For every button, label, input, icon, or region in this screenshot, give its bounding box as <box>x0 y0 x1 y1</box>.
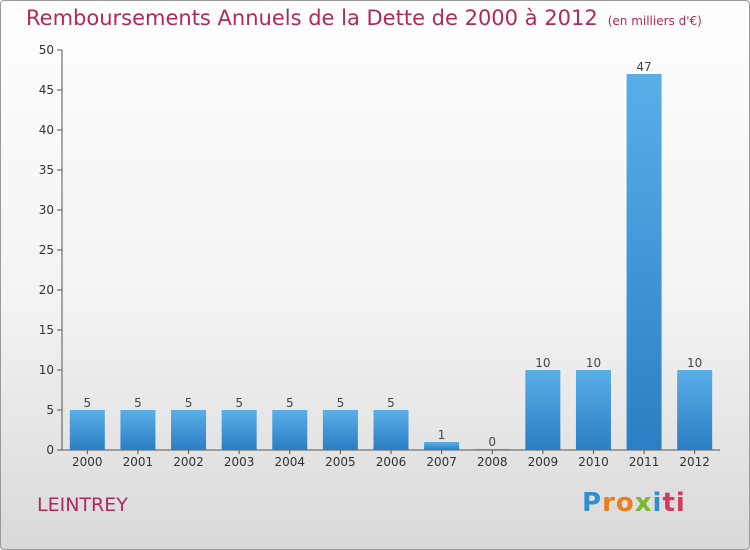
y-tick-label: 35 <box>39 163 54 177</box>
y-tick-label: 45 <box>39 83 54 97</box>
chart-unit: (en milliers d'€) <box>607 14 702 28</box>
x-tick-label-2004: 2004 <box>274 455 305 469</box>
value-label-2006: 5 <box>387 396 395 410</box>
x-tick-label-2009: 2009 <box>528 455 559 469</box>
y-tick-label: 15 <box>39 323 54 337</box>
value-label-2007: 1 <box>438 428 446 442</box>
y-tick-label: 5 <box>46 403 54 417</box>
bar-2005 <box>322 410 358 450</box>
bar-2000 <box>69 410 105 450</box>
x-tick-label-2011: 2011 <box>629 455 660 469</box>
x-tick-label-2002: 2002 <box>173 455 204 469</box>
bar-2008 <box>474 449 510 450</box>
chart-title-text: Remboursements Annuels de la Dette de 20… <box>26 6 598 30</box>
bar-2001 <box>120 410 156 450</box>
commune-name: LEINTREY <box>37 494 128 516</box>
value-label-2008: 0 <box>488 435 496 449</box>
x-tick-label-2005: 2005 <box>325 455 356 469</box>
bar-2010 <box>575 370 611 450</box>
value-label-2001: 5 <box>134 396 142 410</box>
y-tick-label: 0 <box>46 443 54 457</box>
bar-2003 <box>221 410 257 450</box>
value-label-2003: 5 <box>235 396 243 410</box>
bar-2011 <box>626 74 662 450</box>
x-tick-label-2007: 2007 <box>426 455 457 469</box>
x-tick-label-2008: 2008 <box>477 455 508 469</box>
x-tick-label-2003: 2003 <box>224 455 255 469</box>
chart-title: Remboursements Annuels de la Dette de 20… <box>26 6 702 30</box>
x-tick-label-2012: 2012 <box>679 455 710 469</box>
x-tick-label-2006: 2006 <box>376 455 407 469</box>
y-tick-label: 50 <box>39 43 54 57</box>
value-label-2010: 10 <box>586 356 601 370</box>
bar-2004 <box>272 410 308 450</box>
bar-2007 <box>424 442 460 450</box>
y-tick-label: 25 <box>39 243 54 257</box>
bar-2009 <box>525 370 561 450</box>
y-tick-label: 30 <box>39 203 54 217</box>
bar-2002 <box>171 410 207 450</box>
value-label-2002: 5 <box>185 396 193 410</box>
proxiti-logo: Proxiti <box>582 488 686 518</box>
value-label-2012: 10 <box>687 356 702 370</box>
bar-2006 <box>373 410 409 450</box>
bar-2012 <box>677 370 713 450</box>
x-tick-label-2001: 2001 <box>123 455 154 469</box>
value-label-2011: 47 <box>636 60 651 74</box>
y-tick-label: 20 <box>39 283 54 297</box>
x-tick-label-2010: 2010 <box>578 455 609 469</box>
y-tick-label: 10 <box>39 363 54 377</box>
value-label-2004: 5 <box>286 396 294 410</box>
value-label-2009: 10 <box>535 356 550 370</box>
x-tick-label-2000: 2000 <box>72 455 103 469</box>
y-tick-label: 40 <box>39 123 54 137</box>
value-label-2005: 5 <box>337 396 345 410</box>
value-label-2000: 5 <box>83 396 91 410</box>
